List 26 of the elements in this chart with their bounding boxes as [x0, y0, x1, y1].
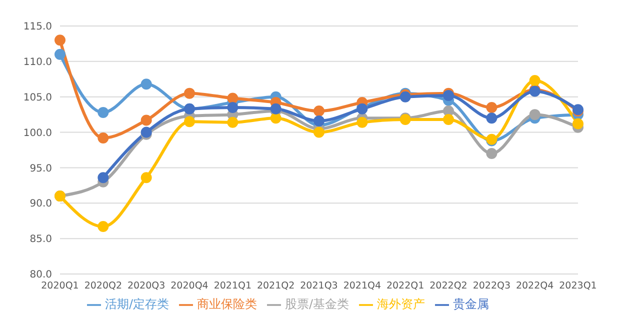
legend-label: 股票/基金类 — [285, 297, 350, 311]
legend-label: 活期/定存类 — [104, 297, 169, 311]
y-tick-label: 85.0 — [30, 234, 52, 246]
y-tick-label: 110.0 — [23, 56, 52, 68]
x-tick-label: 2020Q3 — [127, 280, 166, 292]
x-tick-label: 2021Q4 — [343, 280, 382, 292]
x-tick-label: 2020Q1 — [41, 280, 79, 292]
x-tick-label: 2020Q2 — [84, 280, 122, 292]
x-tick-label: 2021Q3 — [300, 280, 338, 292]
x-tick-label: 2021Q2 — [256, 280, 295, 292]
x-tick-label: 2023Q1 — [559, 280, 597, 292]
y-tick-label: 115.0 — [23, 22, 52, 33]
y-tick-label: 100.0 — [23, 128, 52, 139]
y-tick-label: 90.0 — [30, 198, 52, 210]
y-tick-label: 105.0 — [23, 92, 52, 104]
x-tick-label: 2020Q4 — [170, 280, 208, 292]
x-tick-label: 2022Q3 — [472, 280, 511, 292]
legend-label: 贵金属 — [453, 297, 490, 311]
x-tick-label: 2022Q1 — [386, 280, 424, 292]
x-tick-label: 2021Q1 — [214, 280, 252, 292]
x-tick-label: 2022Q2 — [430, 280, 468, 292]
legend-label: 商业保险类 — [197, 297, 257, 311]
y-tick-label: 95.0 — [30, 163, 52, 174]
legend-label: 海外资产 — [377, 297, 426, 311]
x-tick-label: 2022Q4 — [516, 280, 554, 292]
y-tick-label: 80.0 — [30, 270, 52, 281]
